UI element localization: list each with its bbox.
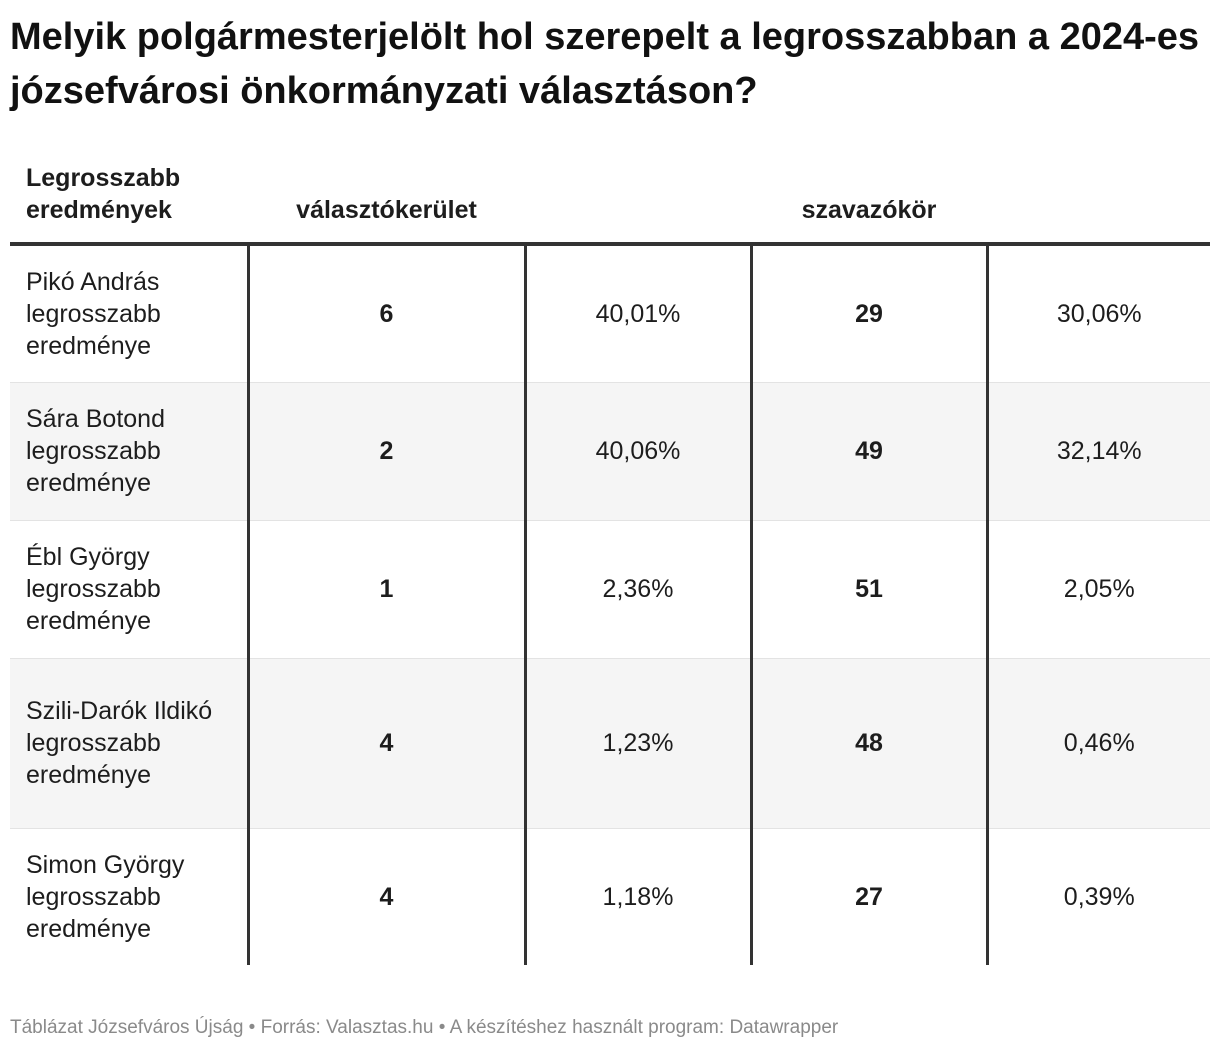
table-row: Simon György legrosszabb eredménye 4 1,18%… (10, 828, 1210, 965)
cell: 0,46% (985, 658, 1210, 828)
cell: 32,14% (985, 382, 1210, 520)
footer: Táblázat Józsefváros Újság • Forrás: Val… (10, 1017, 839, 1038)
cell: 40,01% (523, 244, 751, 382)
cell: 2,36% (523, 520, 751, 658)
cell: 1 (246, 520, 525, 658)
table-row: Ébl György legrosszabb eredménye 1 2,36% 51… (10, 520, 1210, 658)
cell: 29 (749, 244, 987, 382)
cell: 27 (749, 828, 987, 965)
column-header: választókerület (248, 162, 525, 246)
cell: 2,05% (985, 520, 1210, 658)
column-header: Legrosszabb eredmények (10, 162, 248, 246)
cell: 2 (246, 382, 525, 520)
row-label: Szili-Darók Ildikó legrosszabb eredménye (26, 697, 213, 789)
cell: 1,23% (523, 658, 751, 828)
column-header-blank (525, 162, 751, 246)
table-body: Pikó András legrosszabb eredménye 6 40,01%… (10, 244, 1210, 965)
results-table: Legrosszabb eredmények választókerület s… (10, 162, 1210, 965)
row-label: Ébl György legrosszabb eredménye (26, 543, 161, 635)
row-label: Pikó András legrosszabb eredménye (26, 267, 161, 360)
cell: 48 (749, 658, 987, 828)
row-label: Simon György legrosszabb eredménye (26, 850, 185, 943)
cell: 49 (749, 382, 987, 520)
cell: 4 (246, 658, 525, 828)
column-header-blank (987, 162, 1210, 246)
row-label: Sára Botond legrosszabb eredménye (26, 405, 165, 497)
cell: 30,06% (985, 244, 1210, 382)
cell: 6 (246, 244, 525, 382)
cell: 40,06% (523, 382, 751, 520)
table-row: Szili-Darók Ildikó legrosszabb eredménye… (10, 658, 1210, 828)
table-row: Pikó András legrosszabb eredménye 6 40,01%… (10, 244, 1210, 382)
header-row: Legrosszabb eredmények választókerület s… (10, 162, 1210, 246)
cell: 4 (246, 828, 525, 965)
cell: 0,39% (985, 828, 1210, 965)
cell: 51 (749, 520, 987, 658)
cell: 1,18% (523, 828, 751, 965)
column-header: szavazókör (751, 162, 987, 246)
table-row: Sára Botond legrosszabb eredménye 2 40,06%… (10, 382, 1210, 520)
title: Melyik polgármesterjelölt hol szerepelt … (10, 16, 1200, 112)
